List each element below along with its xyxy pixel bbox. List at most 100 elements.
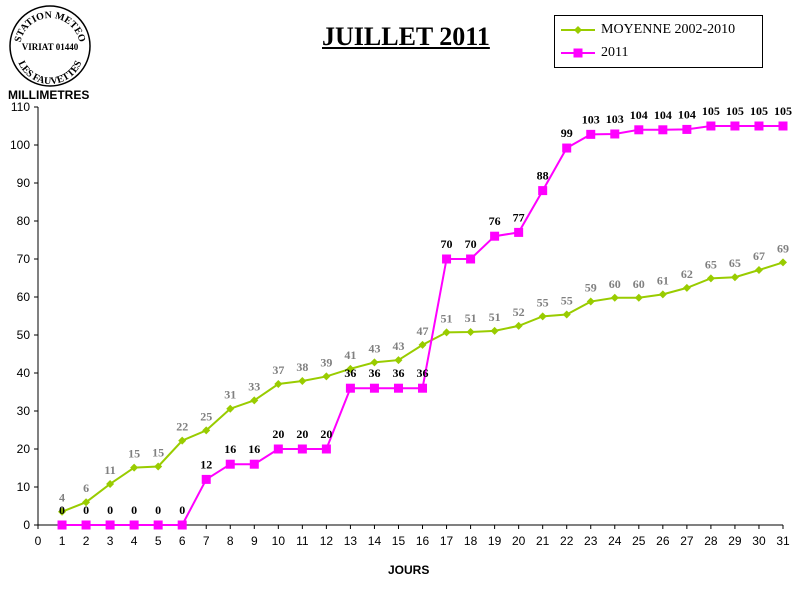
data-label: 20	[320, 427, 332, 441]
data-label: 6	[83, 481, 89, 495]
x-tick-label: 15	[392, 534, 406, 548]
x-tick-label: 3	[107, 534, 114, 548]
data-point	[369, 383, 379, 393]
data-point	[322, 372, 331, 381]
data-label: 20	[272, 427, 284, 441]
x-tick-label: 20	[512, 534, 526, 548]
legend-item-moyenne: MOYENNE 2002-2010	[561, 20, 735, 40]
data-point	[634, 293, 643, 302]
data-point	[321, 444, 331, 454]
data-point	[466, 327, 475, 336]
x-tick-label: 21	[536, 534, 550, 548]
data-point	[538, 312, 547, 321]
y-tick-label: 90	[17, 176, 31, 190]
data-label: 105	[726, 104, 744, 118]
data-label: 51	[489, 310, 501, 324]
data-point	[706, 121, 716, 131]
data-label: 20	[296, 427, 308, 441]
data-point	[346, 364, 355, 373]
data-label: 36	[368, 366, 380, 380]
data-label: 103	[606, 112, 624, 126]
data-point	[779, 258, 787, 267]
data-label: 69	[777, 241, 789, 255]
x-tick-label: 18	[464, 534, 478, 548]
y-tick-label: 40	[17, 366, 31, 380]
data-label: 11	[104, 463, 115, 477]
data-label: 33	[248, 379, 260, 393]
legend-label-moyenne: MOYENNE 2002-2010	[601, 22, 736, 37]
data-point	[778, 121, 788, 131]
data-point	[273, 444, 283, 454]
data-point	[153, 520, 163, 530]
y-tick-label: 100	[10, 138, 30, 152]
x-tick-label: 13	[344, 534, 358, 548]
x-tick-label: 5	[155, 534, 162, 548]
data-point	[538, 186, 548, 196]
x-tick-label: 31	[776, 534, 790, 548]
data-label: 47	[417, 324, 429, 338]
data-label: 31	[224, 388, 236, 402]
data-label: 36	[392, 366, 404, 380]
y-tick-label: 50	[17, 328, 31, 342]
data-label: 61	[657, 273, 669, 287]
data-label: 52	[513, 305, 525, 319]
data-label: 67	[753, 249, 765, 263]
data-point	[610, 293, 619, 302]
legend-item-2011: 2011	[561, 43, 628, 63]
data-label: 51	[441, 311, 453, 325]
data-point	[418, 383, 428, 393]
data-label: 22	[176, 420, 188, 434]
data-point	[730, 121, 740, 131]
data-label: 4	[59, 491, 65, 505]
data-label: 99	[561, 126, 573, 140]
x-tick-label: 12	[320, 534, 334, 548]
data-label: 0	[107, 503, 113, 517]
data-point	[730, 273, 739, 282]
data-point	[81, 520, 91, 530]
data-point	[706, 274, 715, 283]
data-label: 51	[465, 311, 477, 325]
x-tick-label: 6	[179, 534, 186, 548]
data-point	[345, 383, 355, 393]
x-tick-label: 26	[656, 534, 670, 548]
x-tick-label: 7	[203, 534, 210, 548]
data-point	[58, 507, 67, 516]
data-point	[442, 328, 451, 337]
x-tick-label: 1	[59, 534, 66, 548]
data-label: 70	[465, 237, 477, 251]
data-label: 0	[59, 503, 65, 517]
station-stamp-logo: STATION METEO VIRIAT 01440 LES FAUVETTES	[9, 5, 91, 87]
x-tick-label: 24	[608, 534, 622, 548]
legend-swatch-2011	[561, 48, 595, 58]
data-point	[682, 124, 692, 134]
data-point	[225, 459, 235, 469]
x-tick-label: 10	[272, 534, 286, 548]
x-tick-label: 0	[35, 534, 42, 548]
data-point	[274, 380, 283, 389]
data-point	[514, 227, 524, 237]
data-point	[418, 340, 427, 349]
y-tick-label: 70	[17, 252, 31, 266]
data-label: 12	[200, 457, 212, 471]
data-point	[370, 358, 379, 367]
data-label: 16	[248, 442, 260, 456]
data-point	[129, 520, 139, 530]
data-point	[106, 479, 115, 488]
x-tick-label: 11	[296, 534, 309, 548]
data-label: 105	[702, 104, 720, 118]
x-tick-label: 17	[440, 534, 454, 548]
data-point	[394, 356, 403, 365]
data-label: 60	[609, 277, 621, 291]
data-point	[682, 283, 691, 292]
x-tick-label: 23	[584, 534, 598, 548]
data-label: 41	[344, 348, 356, 362]
data-point	[202, 426, 211, 435]
data-point	[658, 125, 668, 135]
data-point	[634, 125, 644, 135]
y-axis-title: MILLIMETRES	[8, 88, 90, 102]
data-label: 55	[537, 295, 549, 309]
data-point	[178, 436, 187, 445]
data-point	[562, 310, 571, 319]
data-label: 65	[729, 256, 741, 270]
